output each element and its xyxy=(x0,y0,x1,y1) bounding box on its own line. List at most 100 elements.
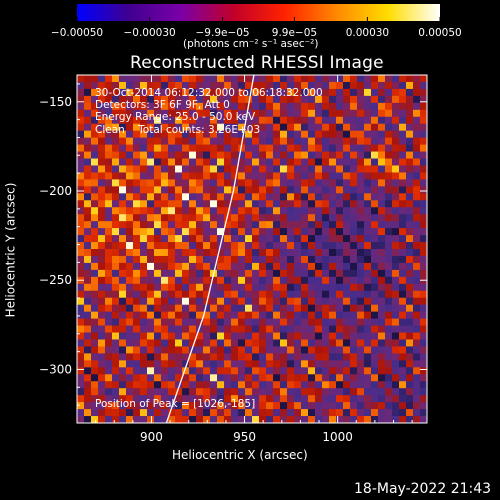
heatmap-cell xyxy=(385,172,393,180)
heatmap-cell xyxy=(364,262,372,271)
heatmap-cell xyxy=(231,276,239,285)
heatmap-cell xyxy=(273,158,281,166)
heatmap-cell xyxy=(252,318,260,326)
heatmap-cell xyxy=(315,388,323,396)
heatmap-cell xyxy=(357,249,365,257)
heatmap-cell xyxy=(364,228,372,236)
heatmap-cell xyxy=(147,276,155,285)
heatmap-cell xyxy=(210,144,218,152)
heatmap-cell xyxy=(245,95,253,104)
heatmap-cell xyxy=(315,165,323,173)
heatmap-cell xyxy=(154,242,162,250)
heatmap-cell xyxy=(315,402,323,410)
heatmap-cell xyxy=(77,109,85,118)
heatmap-cell xyxy=(238,276,246,285)
heatmap-cell xyxy=(182,88,190,97)
heatmap-cell xyxy=(322,409,330,417)
heatmap-cell xyxy=(203,325,211,333)
heatmap-cell xyxy=(112,402,120,410)
heatmap-cell xyxy=(259,200,267,208)
heatmap-cell xyxy=(259,249,267,257)
heatmap-cell xyxy=(154,116,162,125)
heatmap-cell xyxy=(322,228,330,236)
heatmap-cell xyxy=(420,151,427,159)
heatmap-cell xyxy=(420,388,427,396)
heatmap-cell xyxy=(378,109,386,118)
heatmap-cell xyxy=(308,95,316,104)
heatmap-cell xyxy=(203,262,211,271)
heatmap-cell xyxy=(210,402,218,410)
heatmap-cell xyxy=(98,130,106,139)
heatmap-cell xyxy=(378,262,386,271)
heatmap-cell xyxy=(420,332,427,340)
heatmap-cell xyxy=(336,395,344,403)
heatmap-cell xyxy=(126,346,134,354)
heatmap-cell xyxy=(119,339,127,347)
heatmap-cell xyxy=(119,353,127,361)
heatmap-cell xyxy=(385,242,393,250)
heatmap-cell xyxy=(91,325,99,333)
heatmap-cell xyxy=(301,346,309,354)
heatmap-cell xyxy=(259,318,267,326)
heatmap-cell xyxy=(203,339,211,347)
heatmap-cell xyxy=(301,262,309,271)
heatmap-cell xyxy=(252,200,260,208)
heatmap-cell xyxy=(105,304,113,313)
heatmap-cell xyxy=(133,346,141,354)
heatmap-cell xyxy=(203,255,211,264)
heatmap-cell xyxy=(294,102,302,111)
heatmap-cell xyxy=(133,416,141,423)
heatmap-cell xyxy=(399,130,407,139)
heatmap-cell xyxy=(98,346,106,354)
heatmap-cell xyxy=(273,235,281,243)
heatmap-cell xyxy=(119,374,127,382)
heatmap-cell xyxy=(217,88,225,97)
heatmap-cell xyxy=(161,255,169,264)
heatmap-cell xyxy=(112,158,120,166)
heatmap-cell xyxy=(399,283,407,292)
heatmap-cell xyxy=(420,325,427,333)
heatmap-cell xyxy=(196,311,204,319)
heatmap-cell xyxy=(140,130,148,139)
heatmap-cell xyxy=(350,339,358,347)
heatmap-cell xyxy=(308,304,316,313)
heatmap-cell xyxy=(133,81,141,90)
heatmap-cell xyxy=(329,346,337,354)
footer-timestamp: 18-May-2022 21:43 xyxy=(354,481,492,497)
heatmap-cell xyxy=(420,116,427,125)
heatmap-cell xyxy=(252,81,260,90)
heatmap-cell xyxy=(287,179,295,187)
heatmap-cell xyxy=(287,242,295,250)
heatmap-cell xyxy=(385,116,393,125)
heatmap-cell xyxy=(133,409,141,417)
heatmap-cell xyxy=(203,144,211,152)
heatmap-cell xyxy=(119,88,127,97)
heatmap-cell xyxy=(308,165,316,173)
heatmap-cell xyxy=(287,409,295,417)
heatmap-cell xyxy=(392,381,400,389)
heatmap-cell xyxy=(77,353,85,361)
heatmap-cell xyxy=(399,186,407,194)
heatmap-cell xyxy=(266,75,274,83)
heatmap-cell xyxy=(154,388,162,396)
heatmap-cell xyxy=(364,367,372,375)
heatmap-cell xyxy=(238,81,246,90)
heatmap-cell xyxy=(224,249,232,257)
heatmap-cell xyxy=(133,381,141,389)
heatmap-cell xyxy=(91,172,99,180)
heatmap-cell xyxy=(154,144,162,152)
heatmap-cell xyxy=(231,283,239,292)
heatmap-cell xyxy=(301,144,309,152)
heatmap-cell xyxy=(315,395,323,403)
heatmap-cell xyxy=(210,75,218,83)
heatmap-cell xyxy=(224,214,232,222)
heatmap-cell xyxy=(392,339,400,347)
heatmap-cell xyxy=(217,416,225,423)
heatmap-cell xyxy=(350,116,358,125)
heatmap-cell xyxy=(315,200,323,208)
heatmap-cell xyxy=(322,262,330,271)
heatmap-cell xyxy=(385,109,393,118)
heatmap-cell xyxy=(350,249,358,257)
heatmap-cell xyxy=(420,109,427,118)
heatmap-cell xyxy=(77,200,85,208)
